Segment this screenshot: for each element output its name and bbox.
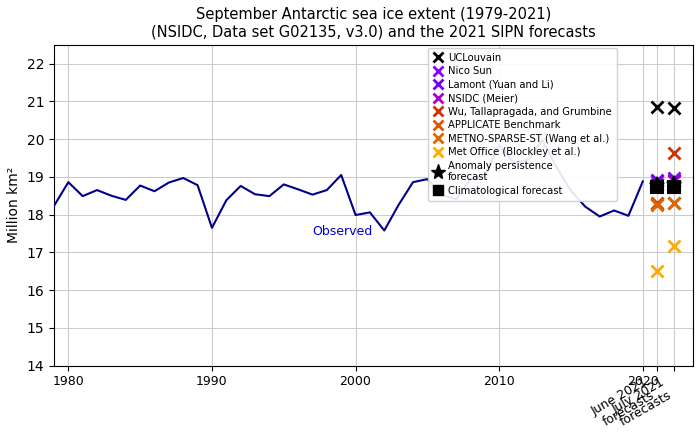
Legend: UCLouvain, Nico Sun, Lamont (Yuan and Li), NSIDC (Meier), Wu, Tallapragada, and : UCLouvain, Nico Sun, Lamont (Yuan and Li…	[428, 48, 617, 201]
Text: Observed: Observed	[312, 226, 372, 238]
Title: September Antarctic sea ice extent (1979-2021)
(NSIDC, Data set G02135, v3.0) an: September Antarctic sea ice extent (1979…	[151, 7, 596, 39]
Y-axis label: Million km²: Million km²	[7, 167, 21, 244]
